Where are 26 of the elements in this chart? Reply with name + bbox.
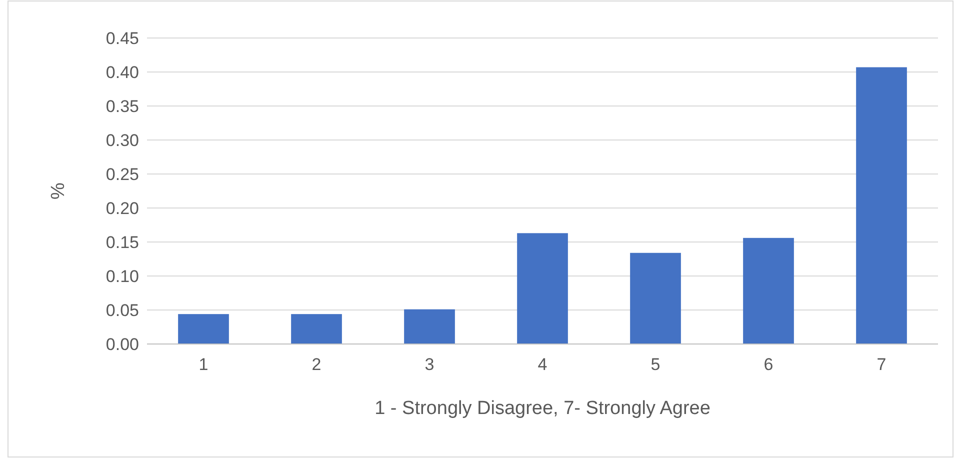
y-tick-label: 0.00 [106, 334, 139, 354]
y-tick-label: 0.40 [106, 62, 139, 82]
x-tick-label: 6 [764, 355, 774, 374]
y-axis-title: % [48, 182, 69, 200]
bar [630, 252, 681, 344]
y-tick-label: 0.25 [106, 164, 139, 184]
bar [856, 67, 907, 344]
x-axis-title: 1 - Strongly Disagree, 7- Strongly Agree [374, 398, 710, 419]
x-tick-label: 5 [650, 355, 660, 374]
bar [291, 314, 342, 344]
y-tick-label: 0.15 [106, 232, 139, 252]
x-tick-label: 3 [424, 355, 434, 374]
y-tick-label: 0.30 [106, 130, 139, 150]
y-tick-label: 0.45 [106, 28, 139, 48]
y-tick-label: 0.20 [106, 198, 139, 218]
y-tick-label: 0.05 [106, 300, 139, 320]
bar [178, 314, 229, 344]
y-tick-label: 0.35 [106, 96, 139, 116]
bar [743, 238, 794, 344]
x-tick-label: 4 [538, 355, 548, 374]
bar [517, 233, 568, 344]
x-tick-label: 2 [312, 355, 322, 374]
x-tick-label: 7 [876, 355, 886, 374]
y-tick-label: 0.10 [106, 266, 139, 286]
bar [404, 309, 455, 344]
x-tick-label: 1 [198, 355, 208, 374]
